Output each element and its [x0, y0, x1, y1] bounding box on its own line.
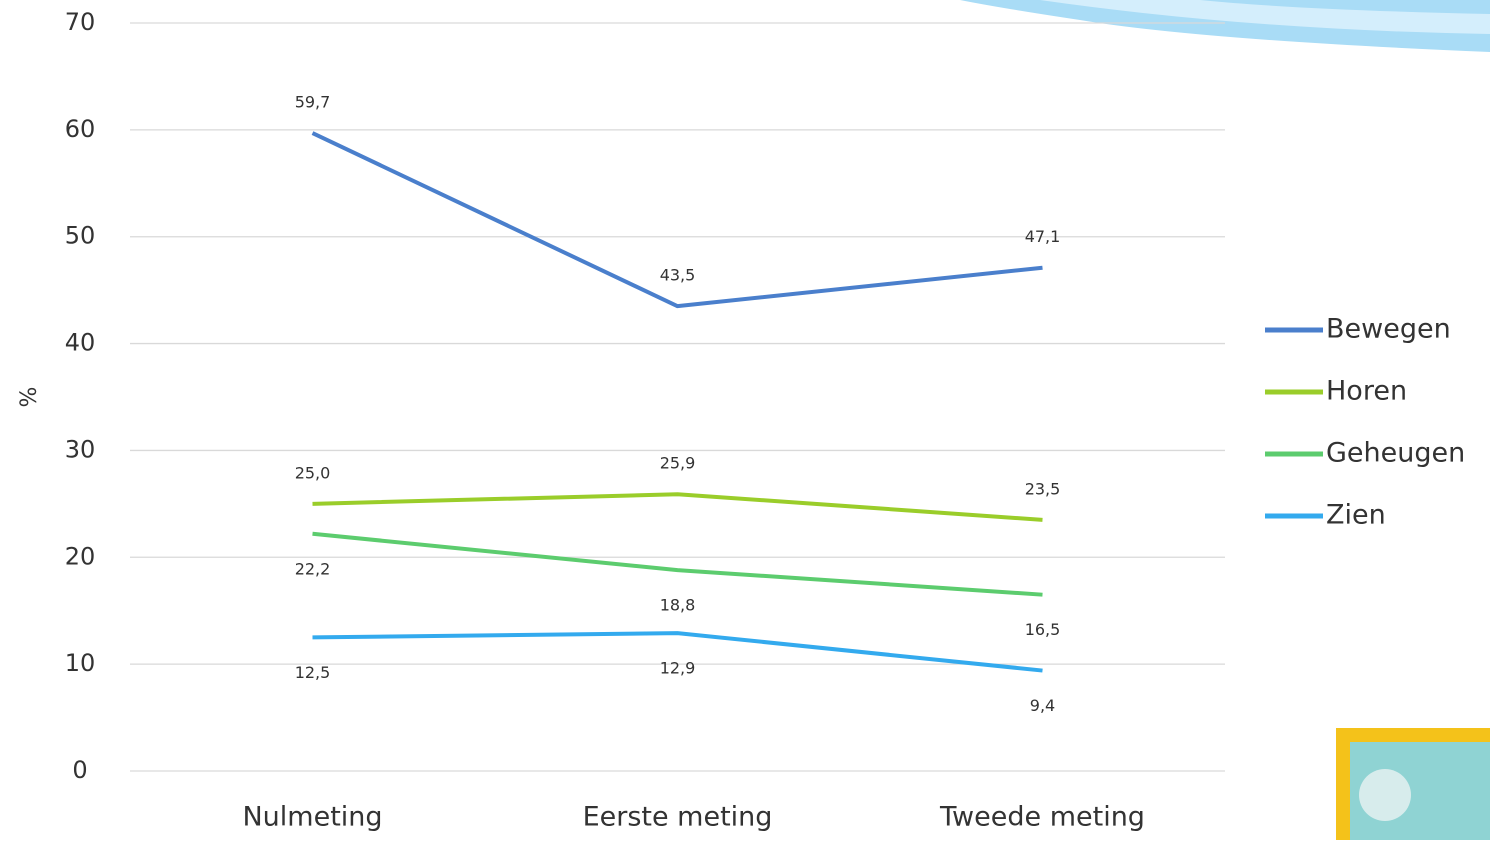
series-line	[312, 631, 1043, 673]
y-tick-label: 30	[65, 435, 96, 463]
legend-label: Bewegen	[1326, 314, 1451, 345]
y-tick-label: 60	[65, 115, 96, 143]
data-label: 9,4	[1030, 696, 1055, 715]
data-label: 16,5	[1025, 620, 1061, 639]
series-line	[311, 131, 1043, 309]
data-label: 12,5	[295, 663, 331, 682]
y-tick-label: 40	[65, 329, 96, 357]
series-line	[312, 492, 1043, 522]
y-tick-label: 20	[65, 542, 96, 570]
y-axis-label: %	[17, 387, 42, 408]
y-tick-label: 70	[65, 8, 96, 36]
data-label: 12,9	[660, 659, 696, 678]
data-label: 18,8	[660, 596, 696, 615]
series-line	[312, 531, 1043, 597]
decoration-dandelion	[1359, 769, 1411, 821]
x-tick-label: Eerste meting	[583, 802, 773, 833]
data-label: 47,1	[1025, 227, 1061, 246]
data-label: 59,7	[295, 93, 331, 112]
data-label: 25,0	[295, 463, 331, 482]
y-tick-label: 10	[65, 649, 96, 677]
decoration-swoosh-light	[1040, 0, 1490, 34]
y-tick-label: 0	[72, 756, 87, 784]
legend-label: Geheugen	[1326, 438, 1465, 469]
data-label: 43,5	[660, 266, 696, 285]
y-tick-label: 50	[65, 222, 96, 250]
data-label: 23,5	[1025, 479, 1061, 498]
data-label: 22,2	[295, 559, 331, 578]
x-tick-label: Tweede meting	[939, 802, 1145, 833]
data-label: 25,9	[660, 454, 696, 473]
x-tick-label: Nulmeting	[242, 802, 382, 833]
legend-label: Zien	[1326, 500, 1386, 531]
legend-label: Horen	[1326, 376, 1407, 407]
